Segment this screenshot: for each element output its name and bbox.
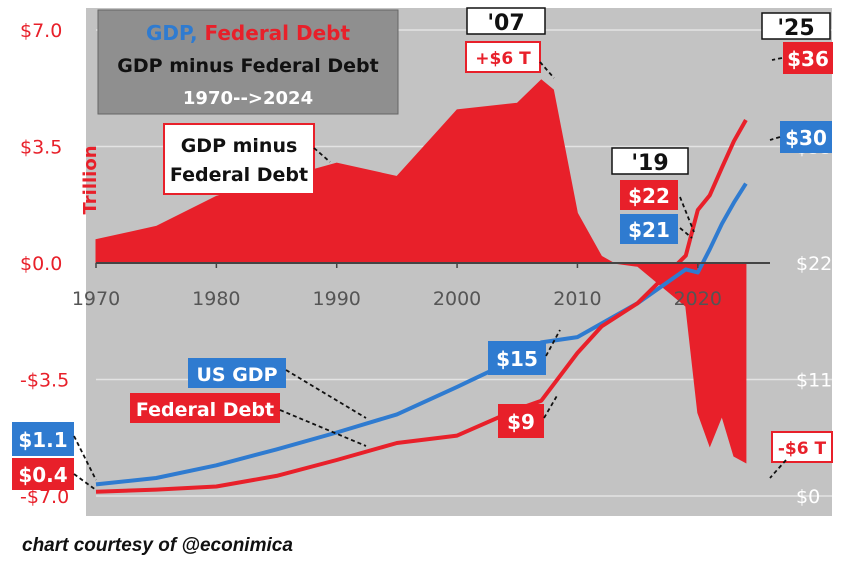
annotation-9: $9 xyxy=(507,410,535,434)
annotation-minus-6t: -$6 T xyxy=(778,439,827,459)
left-tick-label: $3.5 xyxy=(20,137,62,159)
x-tick-label: 1990 xyxy=(313,288,361,310)
annotation-15: $15 xyxy=(496,347,538,371)
title-debt: Federal Debt xyxy=(205,21,351,45)
annotation-25: '25 xyxy=(777,16,814,41)
annotation-36: $36 xyxy=(787,47,829,71)
annotation-federal-debt: Federal Debt xyxy=(170,164,308,186)
annotations: '07 +$6 T '25 $36 $30 '19 $22 $21 $15 $9… xyxy=(12,7,833,490)
annotation-30: $30 xyxy=(785,126,827,150)
axes: $7.0$3.5$0.0-$3.5-$7.0$33$22$11$01970198… xyxy=(20,20,832,508)
legend-federal-debt: Federal Debt xyxy=(136,399,274,421)
right-tick-label: $22 xyxy=(796,253,832,275)
x-tick-label: 1970 xyxy=(72,288,120,310)
annotation-arrows xyxy=(73,57,787,491)
chart: $7.0$3.5$0.0-$3.5-$7.0$33$22$11$01970198… xyxy=(12,7,833,516)
annotation-0-4: $0.4 xyxy=(18,463,67,487)
x-tick-label: 1980 xyxy=(192,288,240,310)
subtitle: GDP minus Federal Debt xyxy=(117,55,378,77)
date-range: 1970-->2024 xyxy=(183,88,313,109)
title-line-1: GDP, Federal Debt xyxy=(146,21,351,45)
annotation-22: $22 xyxy=(628,184,670,208)
chart-caption: chart courtesy of @econimica xyxy=(22,535,293,556)
annotation-gdp-minus: GDP minus xyxy=(181,135,298,157)
left-tick-label: $7.0 xyxy=(20,20,62,42)
annotation-plus-6t: +$6 T xyxy=(475,49,531,69)
left-tick-label: -$7.0 xyxy=(20,486,69,508)
right-tick-label: $11 xyxy=(796,370,832,392)
title-comma: , xyxy=(190,21,205,45)
x-tick-label: 2000 xyxy=(433,288,481,310)
annotation-21: $21 xyxy=(628,218,670,242)
title-box xyxy=(97,9,399,115)
annotation-07: '07 xyxy=(487,11,524,36)
left-tick-label: $0.0 xyxy=(20,253,62,275)
left-axis-label: Trillion xyxy=(80,145,101,214)
x-tick-label: 2020 xyxy=(674,288,722,310)
annotation-19: '19 xyxy=(631,151,668,176)
legend-us-gdp: US GDP xyxy=(196,364,277,386)
chart-svg: $7.0$3.5$0.0-$3.5-$7.0$33$22$11$01970198… xyxy=(12,7,833,516)
x-tick-label: 2010 xyxy=(553,288,601,310)
title-gdp: GDP xyxy=(146,21,193,45)
annotation-1-1: $1.1 xyxy=(18,428,67,452)
debt-line xyxy=(95,119,748,494)
right-tick-label: $0 xyxy=(796,486,820,508)
left-tick-label: -$3.5 xyxy=(20,370,69,392)
